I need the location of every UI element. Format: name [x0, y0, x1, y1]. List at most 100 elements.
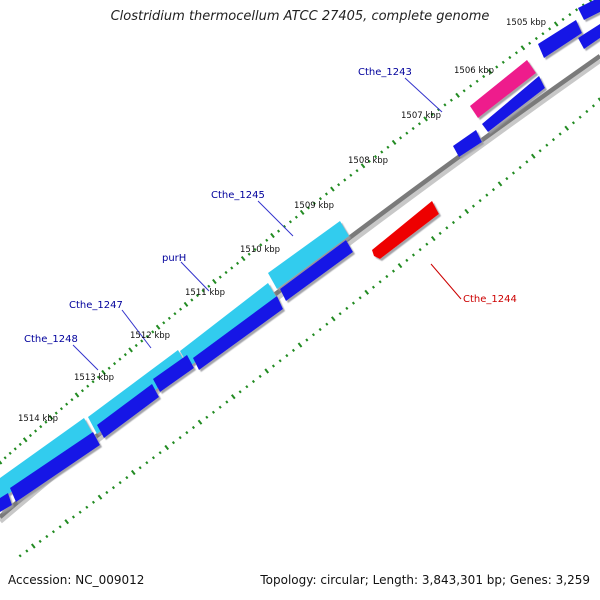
- outer-tick: [162, 321, 166, 325]
- inner-tick: [438, 231, 442, 235]
- scale-label-1508: 1508 kbp: [348, 156, 388, 166]
- outer-tick: [373, 154, 378, 159]
- outer-tick: [65, 402, 69, 406]
- inner-tick: [205, 415, 209, 419]
- gene-label-cthe-1243[interactable]: Cthe_1243: [358, 67, 412, 78]
- scale-label-1509: 1509 kbp: [294, 201, 334, 211]
- outer-tick: [253, 247, 257, 252]
- cds-cthe-1244[interactable]: [372, 201, 439, 259]
- cds-cthe-1245[interactable]: [268, 221, 349, 289]
- outer-tick: [514, 51, 519, 55]
- outer-tick: [528, 41, 532, 45]
- outer-tick: [173, 312, 177, 316]
- outer-tick: [455, 92, 460, 98]
- inner-tick: [378, 280, 382, 284]
- gene-label-purh[interactable]: purH: [162, 253, 186, 264]
- outer-tick: [207, 284, 211, 288]
- outer-tick: [22, 437, 28, 443]
- inner-tick: [230, 394, 236, 400]
- inner-tick: [271, 364, 276, 368]
- inner-tick: [458, 215, 462, 219]
- inner-tick: [345, 306, 349, 310]
- inner-tick: [464, 208, 470, 214]
- inner-tick: [371, 285, 376, 289]
- inner-tick: [558, 132, 562, 136]
- inner-tick: [397, 263, 403, 269]
- outer-tick-ring: [0, 0, 593, 465]
- outer-tick: [449, 98, 453, 102]
- outer-tick: [28, 433, 33, 438]
- cds-blue-2[interactable]: [193, 296, 283, 370]
- outer-tick: [553, 21, 559, 27]
- outer-tick: [475, 79, 479, 83]
- inner-tick: [591, 104, 596, 108]
- inner-tick: [225, 400, 229, 404]
- gene-label-cthe-1247[interactable]: Cthe_1247: [69, 300, 123, 311]
- outer-tick: [112, 361, 117, 366]
- inner-tick: [478, 198, 482, 203]
- inner-tick: [571, 121, 576, 125]
- outer-tick: [33, 429, 38, 433]
- scale-label-1514: 1514 kbp: [18, 414, 58, 424]
- inner-tick: [105, 490, 109, 495]
- cds-cthe-1247[interactable]: [88, 350, 187, 434]
- cds-blue-3[interactable]: [153, 355, 194, 392]
- outer-tick: [520, 45, 526, 51]
- outer-tick: [568, 12, 572, 17]
- outer-tick: [469, 84, 473, 88]
- inner-tick: [91, 500, 96, 504]
- outer-tick: [430, 112, 434, 116]
- cds-blue-10[interactable]: [578, 24, 600, 49]
- outer-tick: [218, 275, 222, 279]
- inner-tick: [391, 269, 396, 273]
- outer-tick: [276, 229, 281, 233]
- outer-tick: [48, 414, 54, 420]
- outer-tick: [13, 447, 17, 451]
- cds-blue-7[interactable]: [482, 76, 545, 132]
- outer-tick: [318, 196, 323, 201]
- outer-tick: [107, 366, 111, 370]
- inner-tick: [297, 342, 303, 348]
- outer-tick: [151, 330, 155, 334]
- cds-blue-5[interactable]: [10, 432, 100, 502]
- inner-tick: [158, 451, 162, 455]
- inner-tick: [430, 236, 436, 242]
- cds-blue-1[interactable]: [280, 240, 353, 301]
- inner-tick: [318, 327, 322, 332]
- cds-cthe-1243[interactable]: [470, 60, 536, 118]
- cds-blue-8[interactable]: [453, 130, 482, 157]
- cds-blue-6[interactable]: [0, 493, 12, 512]
- outer-tick: [230, 266, 234, 270]
- cds-blue-4[interactable]: [97, 384, 159, 438]
- outer-tick: [462, 89, 466, 93]
- outer-tick: [39, 424, 43, 429]
- inner-tick: [338, 312, 342, 316]
- outer-tick: [178, 307, 183, 311]
- inner-tick: [211, 410, 216, 414]
- outer-tick: [534, 36, 538, 41]
- outer-tick: [324, 192, 329, 196]
- outer-tick: [118, 357, 122, 361]
- inner-tick: [97, 494, 103, 500]
- outer-tick: [417, 122, 422, 126]
- inner-tick: [551, 137, 556, 142]
- scale-label-1512: 1512 kbp: [130, 331, 170, 341]
- cds-blue-11[interactable]: [578, 0, 600, 20]
- outer-tick: [487, 69, 493, 75]
- inner-tick: [351, 301, 356, 305]
- gene-label-cthe-1248[interactable]: Cthe_1248: [24, 334, 78, 345]
- inner-tick: [78, 510, 82, 514]
- outer-tick: [482, 74, 486, 79]
- gene-label-cthe-1245[interactable]: Cthe_1245: [211, 190, 265, 201]
- inner-tick: [185, 430, 189, 435]
- outer-tick: [123, 352, 127, 357]
- inner-tick: [497, 181, 503, 187]
- inner-tick: [264, 368, 270, 374]
- inner-tick: [138, 466, 142, 470]
- gene-label-cthe-1244[interactable]: Cthe_1244: [463, 294, 517, 305]
- cds-blue-9[interactable]: [538, 20, 582, 58]
- inner-tick: [578, 115, 582, 119]
- inner-tick: [151, 456, 156, 460]
- cds-purh[interactable]: [180, 283, 277, 367]
